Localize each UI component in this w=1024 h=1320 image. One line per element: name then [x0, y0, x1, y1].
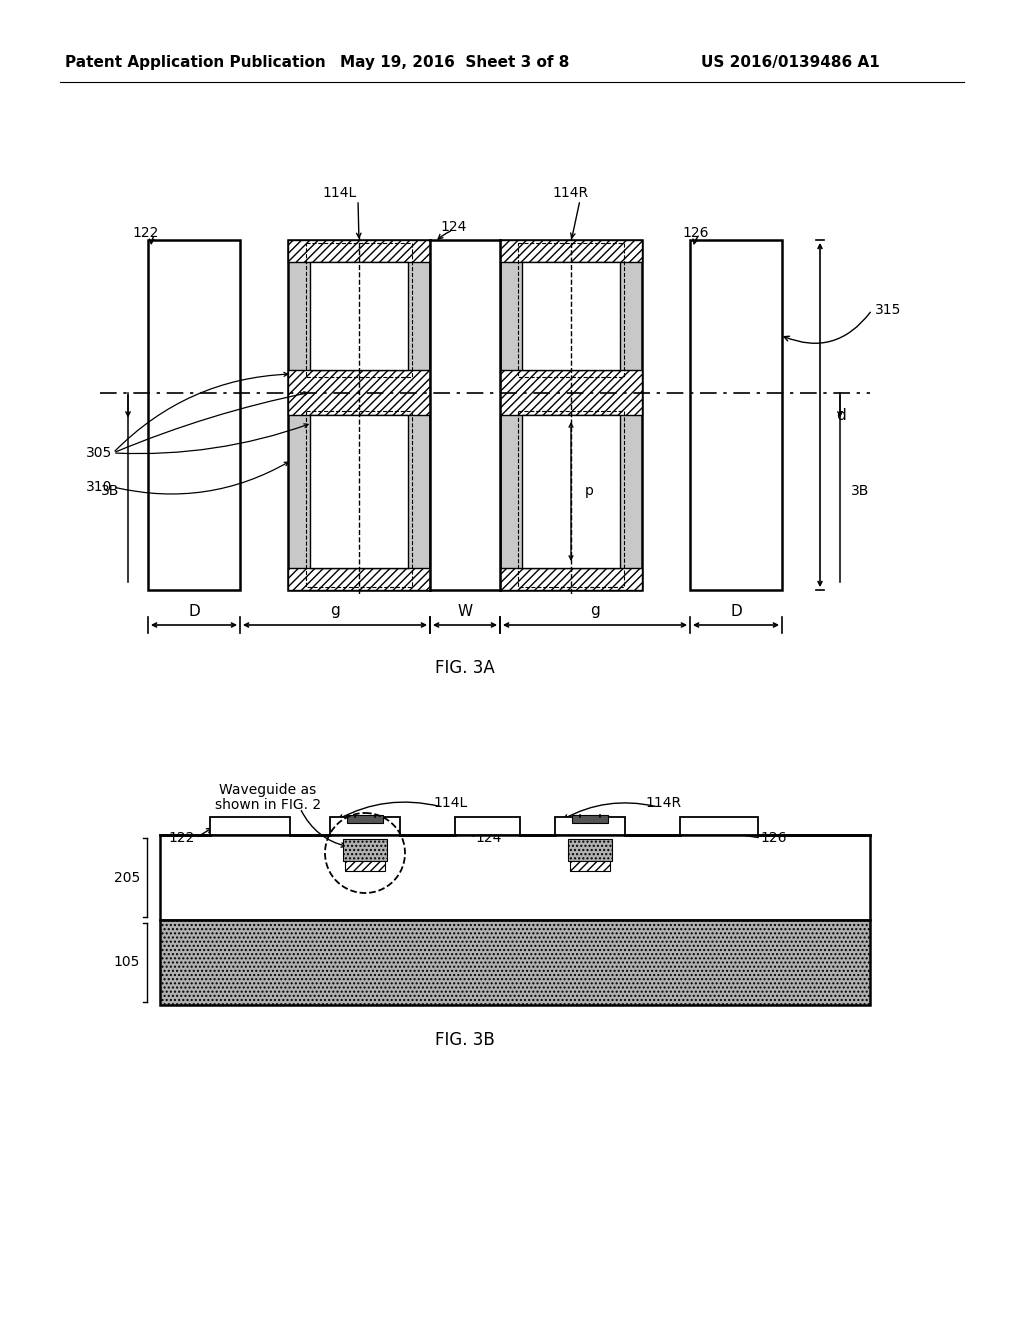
Bar [343, 840, 387, 861]
Text: p: p [585, 484, 594, 499]
Text: W: W [458, 603, 472, 619]
Bar [288, 240, 430, 590]
Bar [160, 836, 870, 920]
Text: 114R: 114R [645, 796, 681, 810]
Text: US 2016/0139486 A1: US 2016/0139486 A1 [700, 54, 880, 70]
Bar [500, 568, 642, 590]
Bar [500, 240, 642, 261]
Bar [455, 817, 520, 836]
Text: 122: 122 [132, 226, 159, 240]
Bar [288, 240, 430, 261]
Text: 126: 126 [760, 832, 786, 845]
Bar [522, 261, 620, 370]
Text: FIG. 3B: FIG. 3B [435, 1031, 495, 1049]
Text: Waveguide as: Waveguide as [219, 783, 316, 797]
Text: 122: 122 [169, 832, 195, 845]
Bar [345, 861, 385, 871]
Bar [572, 814, 608, 822]
Text: 124: 124 [475, 832, 502, 845]
Text: g: g [330, 603, 340, 619]
Text: 126: 126 [682, 226, 709, 240]
Text: 3B: 3B [100, 484, 119, 498]
Bar [690, 240, 782, 590]
Bar [210, 817, 290, 836]
Text: 114L: 114L [323, 186, 357, 201]
Bar [522, 414, 620, 568]
Text: Patent Application Publication: Patent Application Publication [65, 54, 326, 70]
Text: d: d [836, 408, 846, 422]
Bar [148, 240, 240, 590]
Bar [347, 814, 383, 822]
FancyArrowPatch shape [784, 313, 870, 343]
Text: 114R: 114R [552, 186, 588, 201]
Bar [500, 370, 642, 414]
Bar [160, 920, 870, 1005]
Bar [288, 568, 430, 590]
Text: 3B: 3B [851, 484, 869, 498]
Text: FIG. 3A: FIG. 3A [435, 659, 495, 677]
Bar [680, 817, 758, 836]
Bar [310, 261, 408, 370]
Text: 310: 310 [86, 480, 112, 494]
Text: 114L: 114L [433, 796, 467, 810]
Text: 205: 205 [114, 870, 140, 884]
Bar [310, 414, 408, 568]
Text: May 19, 2016  Sheet 3 of 8: May 19, 2016 Sheet 3 of 8 [340, 54, 569, 70]
Text: 315: 315 [874, 304, 901, 317]
Bar [570, 861, 610, 871]
Bar [288, 370, 430, 414]
Text: g: g [590, 603, 600, 619]
Text: D: D [730, 603, 741, 619]
Text: D: D [188, 603, 200, 619]
Bar [500, 240, 642, 590]
Text: 105: 105 [114, 956, 140, 969]
Bar [568, 840, 612, 861]
Bar [555, 817, 625, 836]
Text: 124: 124 [440, 220, 466, 234]
Text: 305: 305 [86, 446, 112, 459]
Bar [430, 240, 500, 590]
Bar [330, 817, 400, 836]
Text: shown in FIG. 2: shown in FIG. 2 [215, 799, 322, 812]
